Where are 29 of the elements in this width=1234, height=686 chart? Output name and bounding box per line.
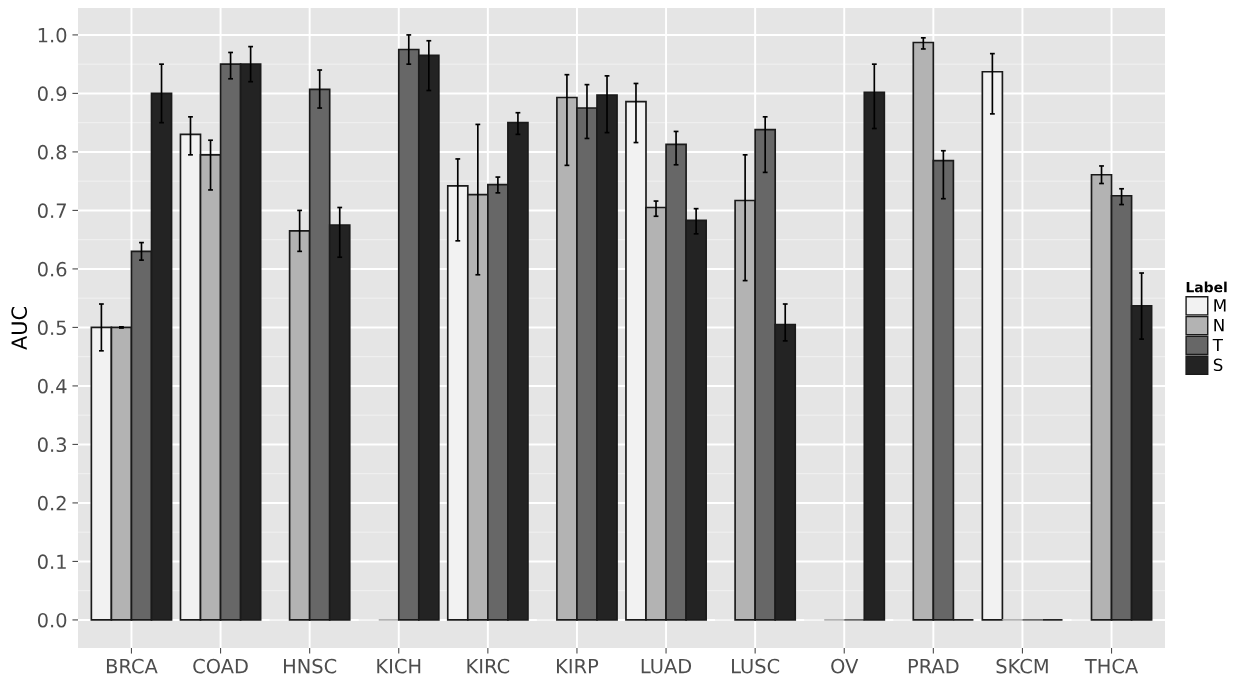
y-tick-label: 0.6 [37, 261, 67, 277]
y-tick-label: 0.8 [37, 144, 67, 160]
x-tick-label: SKCM [996, 658, 1048, 674]
legend-label: N [1214, 319, 1224, 332]
x-tick-label: KICH [377, 658, 421, 674]
x-tick-label: LUAD [641, 659, 692, 674]
y-axis-title: AUC [11, 307, 28, 350]
y-tick-label: 0.1 [37, 554, 66, 570]
x-tick-label: KIRP [557, 659, 599, 674]
y-tick-label: 0.0 [37, 612, 67, 628]
x-tick-label: OV [831, 658, 859, 674]
x-tick-label: KIRC [467, 658, 510, 674]
legend-title: Label [1186, 281, 1227, 293]
y-tick-label: 0.3 [37, 437, 67, 453]
y-tick-label: 0.4 [37, 378, 67, 394]
y-tick-label: 0.9 [37, 86, 67, 102]
x-tick-label: PRAD [908, 659, 959, 674]
x-tick-label: LUSC [732, 658, 780, 674]
x-tick-label: BRCA [106, 658, 158, 674]
legend-label: M [1214, 299, 1226, 312]
x-tick-label: COAD [193, 658, 248, 674]
y-tick-label: 0.7 [37, 203, 66, 219]
legend-label: T [1212, 338, 1223, 352]
x-tick-label: THCA [1084, 658, 1139, 674]
x-tick-label: HNSC [284, 658, 337, 674]
y-tick-label: 0.2 [37, 495, 66, 511]
y-tick-label: 0.5 [37, 320, 66, 336]
legend-label: S [1213, 358, 1223, 372]
y-tick-label: 1.0 [38, 27, 67, 43]
